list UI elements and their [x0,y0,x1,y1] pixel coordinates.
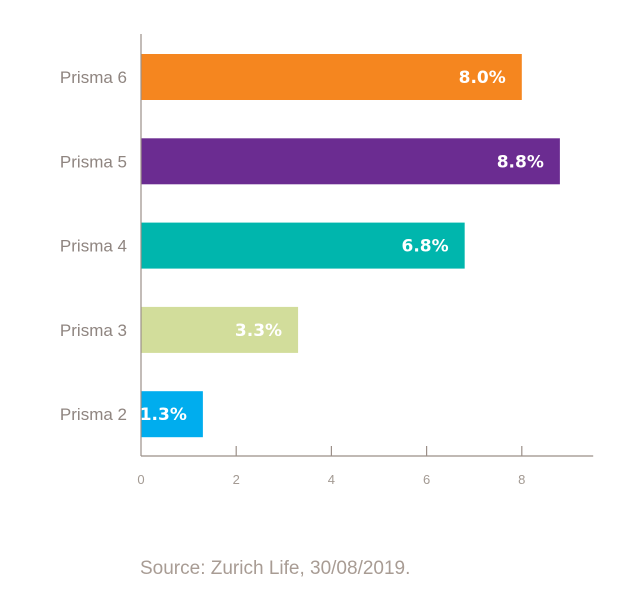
x-tick-label: 8 [518,472,525,487]
category-label: Prisma 5 [60,152,127,171]
bar-prisma-2 [141,391,203,438]
bar-prisma-4 [141,222,465,269]
category-label: Prisma 2 [60,405,127,424]
category-label: Prisma 6 [60,68,127,87]
category-label: Prisma 4 [60,237,127,256]
category-label: Prisma 3 [60,321,127,340]
x-tick-label: 2 [233,472,240,487]
data-label: 1.3% [140,405,187,425]
bar-chart: Prisma 6 8.0% Prisma 5 8.8% Prisma 4 6.8% Pris… [60,34,594,487]
axes-layer: 0 2 4 6 8 [137,34,594,487]
data-label: 8.0% [459,68,506,88]
data-label: 6.8% [402,237,449,257]
data-label: 3.3% [235,321,282,341]
x-tick-label: 4 [328,472,335,487]
data-label: 8.8% [497,152,544,172]
x-tick-label: 6 [423,472,430,487]
bars-layer: Prisma 6 8.0% Prisma 5 8.8% Prisma 4 6.8% Pris… [60,54,560,438]
bar-prisma-3 [141,306,299,353]
source-note: Source: Zurich Life, 30/08/2019. [140,558,411,579]
bar-prisma-6 [141,54,522,100]
bar-prisma-5 [141,138,560,185]
x-tick-label: 0 [137,472,144,487]
